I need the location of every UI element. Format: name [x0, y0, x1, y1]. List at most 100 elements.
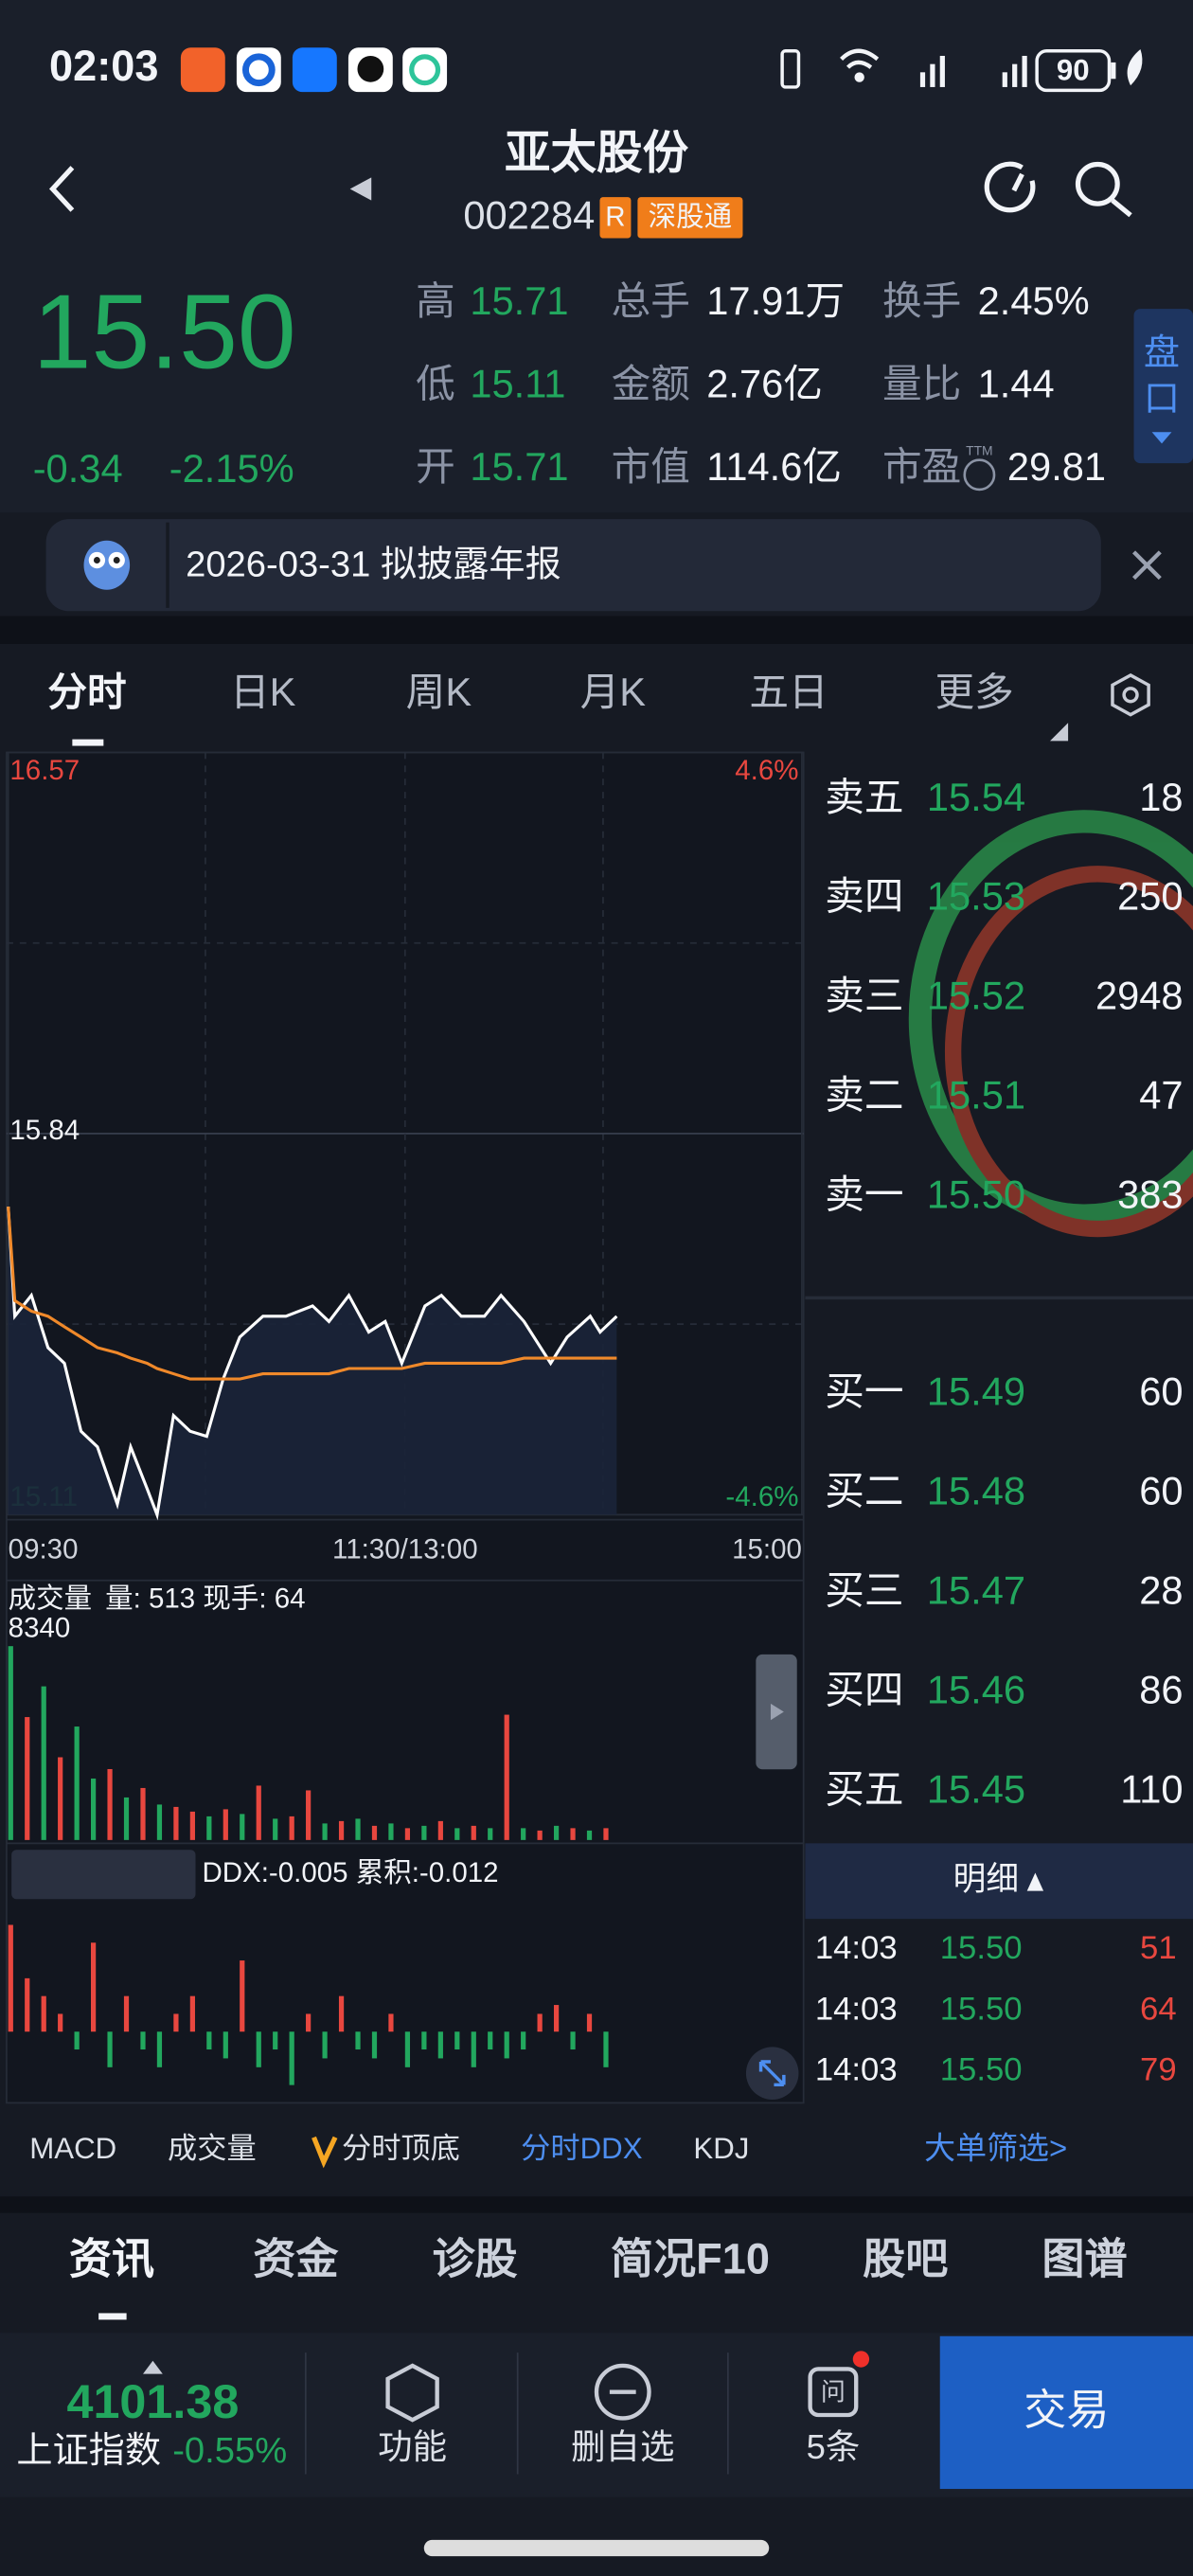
bottom-tabs: 资讯 资金 诊股 简况F10 股吧 图谱: [69, 2235, 1128, 2283]
detail-price: 15.50: [940, 2052, 1023, 2088]
bar: [553, 2005, 560, 2032]
bar: [123, 1797, 130, 1840]
book-label: 卖二: [825, 1073, 903, 1118]
book-label: 买五: [825, 1767, 903, 1812]
bottom-tab[interactable]: 图谱: [1042, 2235, 1127, 2283]
bar: [521, 1828, 526, 1840]
book-price: 15.48: [927, 1469, 1025, 1513]
trade-button[interactable]: [939, 2335, 1193, 2490]
last-price: 15.50: [33, 272, 296, 390]
refresh-button[interactable]: [984, 161, 1036, 213]
detail-volume: 64: [1140, 1991, 1177, 2027]
stat-value: 15.71: [470, 278, 568, 323]
bottom-tab[interactable]: 诊股: [432, 2235, 517, 2283]
price-line: [7, 1207, 618, 1521]
index-value[interactable]: 4101.38: [66, 2374, 239, 2428]
home-indicator: [423, 2539, 770, 2557]
badge-connect-text: 深股通: [649, 202, 732, 233]
bar: [388, 1823, 394, 1840]
stock-code: 002284: [463, 193, 595, 238]
bottom-tab[interactable]: 股吧: [863, 2235, 948, 2283]
stat-label: 金额: [612, 362, 690, 406]
bar: [471, 2031, 476, 2067]
panel-handle-arrow: [770, 1703, 784, 1721]
function-icon: [385, 2363, 439, 2423]
badge-r-text: R: [605, 202, 625, 233]
bar: [289, 1816, 294, 1840]
detail-time: 14:03: [815, 2052, 898, 2088]
prev-stock[interactable]: [349, 177, 372, 201]
book-price: 15.49: [927, 1369, 1025, 1414]
notice-close[interactable]: [1131, 550, 1162, 581]
bar: [521, 2031, 526, 2050]
chart-tab[interactable]: 月K: [580, 670, 647, 714]
settings-button[interactable]: [1111, 672, 1150, 717]
detail-header[interactable]: [805, 1843, 1193, 1920]
bar: [273, 2031, 278, 2050]
search-button[interactable]: [1075, 161, 1132, 218]
stat-label: 低: [416, 362, 455, 406]
bar: [223, 1809, 228, 1840]
remove-watchlist-button[interactable]: 删自选: [571, 2427, 674, 2466]
stock-name: 亚太股份: [505, 128, 689, 179]
bottom-tab[interactable]: 资金: [253, 2235, 339, 2283]
function-button[interactable]: 功能: [378, 2427, 447, 2466]
detail-rows: 14:03 15.50 51 14:03 15.50 64 14:03 15.50 79: [815, 1930, 1177, 2087]
stat-label: 市盈: [882, 444, 961, 489]
badge-r: [599, 197, 632, 239]
indicator-tab[interactable]: 分时DDX: [521, 2132, 643, 2165]
chart-tab[interactable]: 五日: [749, 670, 828, 714]
book-price: 15.54: [927, 775, 1025, 819]
book-volume: 60: [1139, 1469, 1183, 1513]
bar: [603, 1828, 609, 1840]
indicator-tab[interactable]: 成交量: [168, 2132, 257, 2165]
notice-text: 2026-03-31 拟披露年报: [186, 545, 561, 585]
book-price: 15.50: [927, 1172, 1025, 1217]
stat-value: 2.45%: [978, 278, 1090, 323]
bar: [140, 1787, 146, 1840]
bar: [322, 1823, 328, 1840]
book-volume: 383: [1117, 1172, 1183, 1217]
detail-arrow: [1026, 1872, 1044, 1891]
panel-subtitle: DDX:-0.005 累积:-0.012: [202, 1857, 498, 1888]
indicator-tab[interactable]: KDJ: [693, 2132, 749, 2165]
index-arrow: [142, 2360, 163, 2374]
large-order-filter[interactable]: 大单筛选>: [924, 2130, 1067, 2165]
stat-label: 开: [416, 444, 455, 489]
chart-tab[interactable]: 更多: [935, 670, 1014, 714]
settings-dot: [1122, 687, 1139, 704]
indicator-tab[interactable]: MACD: [29, 2132, 116, 2165]
bar: [206, 2031, 212, 2050]
ttm-icon: TTM: [963, 443, 996, 492]
indicator-tab[interactable]: 分时顶底: [342, 2132, 460, 2165]
bar: [371, 2031, 378, 2059]
bottom-tab[interactable]: 简况F10: [611, 2235, 770, 2283]
clock: 02:03: [49, 42, 158, 90]
book-volume: 2948: [1095, 974, 1184, 1018]
back-button[interactable]: [48, 166, 75, 212]
book-label: 买一: [825, 1369, 903, 1414]
bar: [90, 1778, 97, 1840]
detail-price: 15.50: [940, 1930, 1023, 1966]
bottom-tab[interactable]: 资讯: [69, 2235, 154, 2283]
ddx-selector[interactable]: [11, 1850, 196, 1900]
book-price: 15.53: [927, 874, 1025, 919]
book-volume: 18: [1139, 775, 1183, 819]
bar: [454, 1828, 460, 1840]
bar: [471, 1825, 476, 1840]
notice-bar[interactable]: [45, 519, 1101, 612]
book-price: 15.47: [927, 1568, 1025, 1613]
messages-button[interactable]: 5条: [807, 2427, 861, 2466]
chart-tab[interactable]: 日K: [230, 670, 296, 714]
chart-tab[interactable]: 周K: [406, 670, 472, 714]
bar: [603, 2031, 609, 2067]
bar: [355, 1818, 361, 1840]
price-change-pct: -2.15%: [169, 446, 294, 491]
bottom-tab-underline: [98, 2313, 127, 2320]
side-tab-char: 盘: [1144, 332, 1180, 373]
bar: [25, 1977, 30, 2032]
side-tab[interactable]: [1133, 309, 1193, 464]
chart-tab[interactable]: 分时: [47, 670, 126, 714]
bar: [58, 1757, 63, 1840]
